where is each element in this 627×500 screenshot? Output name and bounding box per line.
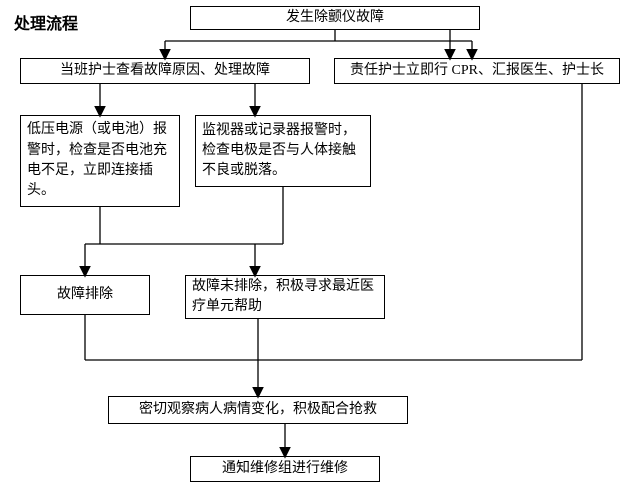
node-responsible-nurse: 责任护士立即行 CPR、汇报医生、护士长 bbox=[334, 58, 620, 84]
node-monitor-check-label: 监视器或记录器报警时，检查电极是否与人体接触不良或脱落。 bbox=[202, 121, 364, 182]
node-observe: 密切观察病人病情变化，积极配合抢救 bbox=[108, 396, 408, 424]
node-fault-fixed-label: 故障排除 bbox=[57, 285, 113, 305]
node-repair: 通知维修组进行维修 bbox=[190, 456, 380, 482]
node-duty-nurse-label: 当班护士查看故障原因、处理故障 bbox=[60, 61, 270, 81]
node-fault-not-fixed: 故障未排除，积极寻求最近医疗单元帮助 bbox=[185, 275, 385, 319]
flowchart-canvas: 处理流程 发生除颤仪故障 当班护士查看故障原因、处理故障 责任护士立即行 CPR… bbox=[0, 0, 627, 500]
node-repair-label: 通知维修组进行维修 bbox=[222, 459, 348, 479]
flowchart-title: 处理流程 bbox=[14, 10, 78, 34]
node-responsible-nurse-label: 责任护士立即行 CPR、汇报医生、护士长 bbox=[350, 61, 604, 81]
node-power-check-label: 低压电源（或电池）报警时，检查是否电池充电不足，立即连接插头。 bbox=[27, 120, 173, 201]
node-monitor-check: 监视器或记录器报警时，检查电极是否与人体接触不良或脱落。 bbox=[195, 115, 371, 187]
node-observe-label: 密切观察病人病情变化，积极配合抢救 bbox=[139, 400, 377, 420]
node-fault-fixed: 故障排除 bbox=[20, 275, 150, 315]
node-fault-not-fixed-label: 故障未排除，积极寻求最近医疗单元帮助 bbox=[192, 277, 378, 318]
node-start: 发生除颤仪故障 bbox=[190, 6, 480, 30]
node-power-check: 低压电源（或电池）报警时，检查是否电池充电不足，立即连接插头。 bbox=[20, 115, 180, 207]
node-start-label: 发生除颤仪故障 bbox=[286, 8, 384, 28]
node-duty-nurse: 当班护士查看故障原因、处理故障 bbox=[20, 58, 310, 84]
